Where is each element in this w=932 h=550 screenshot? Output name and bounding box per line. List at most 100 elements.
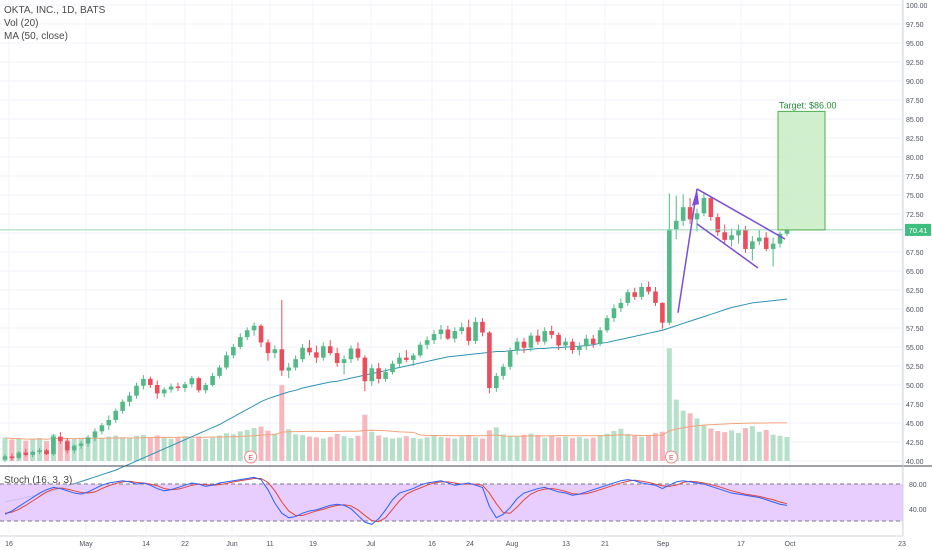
volume-bar <box>175 437 181 461</box>
candle-body <box>777 233 783 244</box>
volume-bar <box>251 428 257 461</box>
stoch-band <box>0 484 903 521</box>
candle-body <box>16 452 22 458</box>
volume-bar <box>196 436 202 461</box>
candle <box>494 372 499 392</box>
candle-body <box>583 338 589 347</box>
candle-body <box>715 217 721 233</box>
candle <box>708 196 714 221</box>
candle <box>487 331 492 394</box>
volume-bar <box>140 435 146 461</box>
candle-body <box>514 341 520 351</box>
candle <box>417 341 423 358</box>
volume-bar <box>390 438 396 461</box>
candle <box>763 232 769 252</box>
candle-body <box>743 229 748 249</box>
candle-body <box>770 243 776 249</box>
candle <box>632 287 638 300</box>
price-tick-label: 100.00 <box>906 3 928 10</box>
volume-bar <box>127 438 133 461</box>
volume-bar <box>120 437 126 461</box>
candle-body <box>667 229 672 323</box>
earnings-marker <box>664 450 678 464</box>
candle <box>307 340 312 356</box>
volume-bar <box>244 429 250 461</box>
volume-bar <box>459 436 465 461</box>
candle <box>189 375 195 388</box>
volume-bar <box>715 431 721 461</box>
volume-bar <box>265 430 271 461</box>
date-tick-label: 23 <box>898 541 906 548</box>
candle <box>715 213 721 237</box>
candle-body <box>58 436 63 442</box>
ma-indicator-label[interactable]: MA (50, close) <box>4 31 68 42</box>
volume-bar <box>431 435 437 461</box>
candle <box>473 317 478 344</box>
volume-ma-line <box>4 422 787 440</box>
volume-bar <box>154 435 160 461</box>
candle-body <box>507 350 513 367</box>
candle <box>348 345 354 363</box>
volume-bar <box>521 434 527 461</box>
candle <box>175 382 181 392</box>
candle <box>673 195 679 240</box>
earnings-marker-label: E <box>248 455 253 462</box>
volume-bar <box>147 438 153 461</box>
volume-bar <box>438 436 444 461</box>
candle-body <box>646 286 651 292</box>
volume-bar <box>777 435 783 461</box>
price-tick-label: 47.50 <box>906 402 924 409</box>
date-tick-label: Aug <box>506 541 519 548</box>
candle <box>92 428 98 442</box>
volume-bar <box>549 435 555 461</box>
volume-bar <box>189 438 195 461</box>
symbol-title[interactable]: OKTA, INC., 1D, BATS <box>4 5 106 16</box>
candle <box>300 343 305 363</box>
candle <box>431 330 437 344</box>
volume-bar <box>348 438 354 461</box>
candle-body <box>189 378 195 385</box>
date-tick-label: 19 <box>309 541 317 548</box>
candle <box>99 423 105 435</box>
volume-bar <box>528 433 534 461</box>
flag-lower-line <box>696 223 759 269</box>
candle-body <box>106 419 112 426</box>
volume-bar <box>9 439 15 461</box>
candle-body <box>590 338 596 344</box>
last-price-label: 70.41 <box>909 226 928 235</box>
candle <box>113 408 119 423</box>
candle <box>777 231 783 248</box>
candle-body <box>466 327 471 341</box>
volume-bar <box>16 438 22 461</box>
candle <box>466 319 471 346</box>
candle-body <box>680 207 686 221</box>
volume-bar <box>666 348 672 461</box>
candle-body <box>500 366 506 376</box>
candle <box>369 364 375 386</box>
stoch-indicator-label[interactable]: Stoch (16, 3, 3) <box>4 475 73 486</box>
candle <box>224 351 229 370</box>
volume-bar <box>542 437 548 461</box>
price-tick-label: 60.00 <box>906 307 924 314</box>
candle <box>639 283 644 300</box>
volume-bar <box>313 437 319 461</box>
volume-bar <box>486 430 492 461</box>
volume-bar <box>729 430 735 461</box>
candle-body <box>597 330 603 344</box>
candle <box>729 228 734 247</box>
candle-body <box>763 237 769 249</box>
volume-bar <box>445 437 451 461</box>
date-tick-label: 16 <box>428 541 436 548</box>
candle-body <box>348 348 354 360</box>
candle <box>2 454 8 462</box>
candle <box>410 353 416 366</box>
candle <box>424 336 430 350</box>
volume-bar <box>258 426 264 461</box>
candle-body <box>404 357 409 360</box>
volume-indicator-label[interactable]: Vol (20) <box>4 18 39 29</box>
candle-body <box>99 425 105 432</box>
candle-body <box>480 321 485 333</box>
candle-body <box>528 335 534 348</box>
volume-bar <box>306 436 312 461</box>
